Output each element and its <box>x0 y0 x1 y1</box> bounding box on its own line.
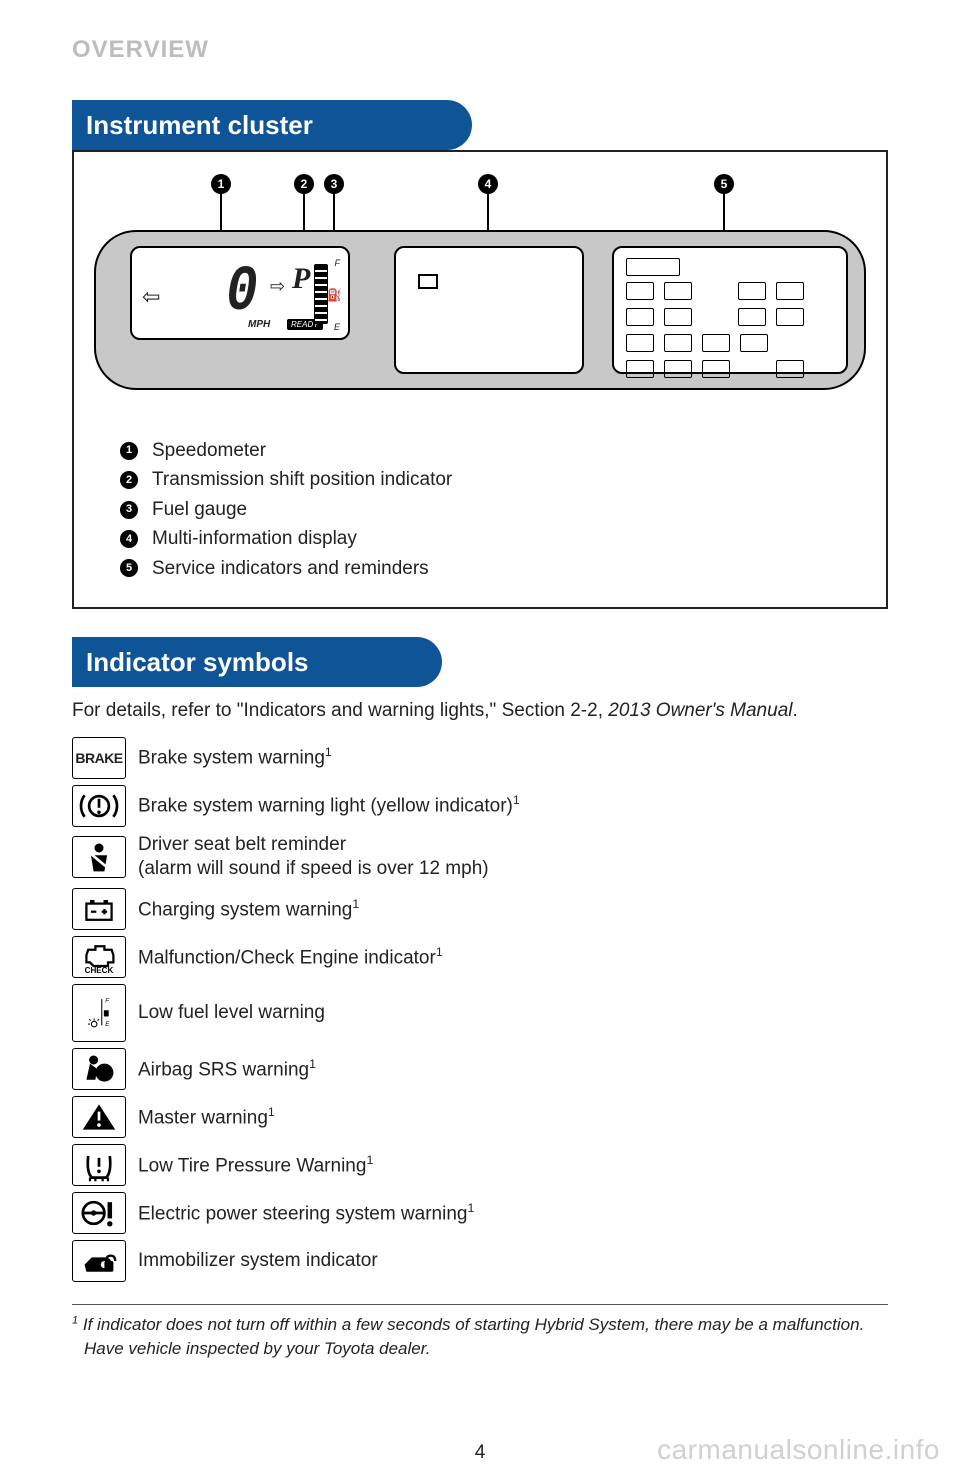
brake-text-icon: BRAKE <box>72 737 126 779</box>
seatbelt-icon <box>72 836 126 878</box>
brake-circle-icon <box>72 785 126 827</box>
section-title-text: Indicator symbols <box>72 637 888 687</box>
legend-num: 4 <box>120 530 138 548</box>
overview-heading: OVERVIEW <box>72 36 888 64</box>
legend-row: 2 Transmission shift position indicator <box>120 465 866 494</box>
legend-label: Fuel gauge <box>152 495 247 524</box>
battery-icon <box>72 888 126 930</box>
service-indicators-lcd <box>612 246 848 374</box>
callout-num: 5 <box>714 174 734 194</box>
callout-1: 1 <box>211 174 231 232</box>
indicator-label: Brake system warning light (yellow indic… <box>138 792 520 819</box>
indicator-row: Electric power steering system warning1 <box>72 1192 888 1234</box>
callout-num: 4 <box>478 174 498 194</box>
callout-3: 3 <box>324 174 344 232</box>
instrument-cluster-figure: 12345 ⇦ 0 MPH ⇨ P READY F E ⛽ <box>72 150 888 609</box>
legend-label: Service indicators and reminders <box>152 554 429 583</box>
indicator-label: Driver seat belt reminder(alarm will sou… <box>138 833 489 882</box>
indicator-row: CHECK Malfunction/Check Engine indicator1 <box>72 936 888 978</box>
indicator-row: Driver seat belt reminder(alarm will sou… <box>72 833 888 882</box>
indicator-label: Charging system warning1 <box>138 896 359 923</box>
callout-num: 1 <box>211 174 231 194</box>
indicator-reference-text: For details, refer to "Indicators and wa… <box>72 697 888 725</box>
indicator-row: Low Tire Pressure Warning1 <box>72 1144 888 1186</box>
indicator-row: Charging system warning1 <box>72 888 888 930</box>
check-engine-icon: CHECK <box>72 936 126 978</box>
legend-row: 1 Speedometer <box>120 436 866 465</box>
svg-text:F: F <box>105 998 110 1005</box>
shift-position: P <box>292 262 310 296</box>
tpms-icon <box>72 1144 126 1186</box>
watermark: carmanualsonline.info <box>657 1434 940 1466</box>
cluster-diagram: 12345 ⇦ 0 MPH ⇨ P READY F E ⛽ <box>94 174 866 412</box>
legend-num: 1 <box>120 442 138 460</box>
svg-text:CHECK: CHECK <box>85 966 114 975</box>
footnote-divider <box>72 1304 888 1305</box>
section-indicator-symbols: Indicator symbols <box>72 637 888 687</box>
indicator-row: FELow fuel level warning <box>72 984 888 1042</box>
legend-num: 5 <box>120 559 138 577</box>
legend-label: Transmission shift position indicator <box>152 465 452 494</box>
indicator-label: Low Tire Pressure Warning1 <box>138 1152 373 1179</box>
speedometer-lcd: ⇦ 0 MPH ⇨ P READY F E ⛽ <box>130 246 350 340</box>
legend-label: Multi-information display <box>152 524 357 553</box>
indicator-row: Airbag SRS warning1 <box>72 1048 888 1090</box>
footnote: 1 If indicator does not turn off within … <box>72 1313 888 1361</box>
indicator-row: Master warning1 <box>72 1096 888 1138</box>
indicator-label: Master warning1 <box>138 1104 275 1131</box>
callout-num: 3 <box>324 174 344 194</box>
indicator-label: Electric power steering system warning1 <box>138 1200 474 1227</box>
legend-row: 5 Service indicators and reminders <box>120 554 866 583</box>
callout-5: 5 <box>714 174 734 232</box>
indicator-row: BRAKE Brake system warning1 <box>72 737 888 779</box>
indicator-label: Low fuel level warning <box>138 1001 325 1026</box>
callout-2: 2 <box>294 174 314 232</box>
indicator-label: Brake system warning1 <box>138 744 332 771</box>
dashboard-panel: ⇦ 0 MPH ⇨ P READY F E ⛽ <box>94 230 866 390</box>
indicator-label: Airbag SRS warning1 <box>138 1056 316 1083</box>
indicator-row: Brake system warning light (yellow indic… <box>72 785 888 827</box>
airbag-icon <box>72 1048 126 1090</box>
indicator-label: Immobilizer system indicator <box>138 1249 378 1274</box>
low-fuel-icon: FE <box>72 984 126 1042</box>
legend-row: 3 Fuel gauge <box>120 495 866 524</box>
master-icon <box>72 1096 126 1138</box>
turn-right-icon: ⇨ <box>270 276 285 297</box>
fuel-gauge-icon: F E ⛽ <box>314 258 340 332</box>
section-title-text: Instrument cluster <box>72 100 888 150</box>
svg-text:E: E <box>105 1021 110 1028</box>
eps-icon <box>72 1192 126 1234</box>
indicator-row: Immobilizer system indicator <box>72 1240 888 1282</box>
indicator-label: Malfunction/Check Engine indicator1 <box>138 944 443 971</box>
multi-info-lcd <box>394 246 584 374</box>
immobilizer-icon <box>72 1240 126 1282</box>
cluster-legend: 1 Speedometer 2 Transmission shift position… <box>94 436 866 583</box>
section-instrument-cluster: Instrument cluster <box>72 100 888 150</box>
callout-4: 4 <box>478 174 498 232</box>
legend-num: 2 <box>120 471 138 489</box>
indicator-list: BRAKE Brake system warning1 Brake system w… <box>72 737 888 1282</box>
callout-num: 2 <box>294 174 314 194</box>
turn-left-icon: ⇦ <box>142 284 160 310</box>
legend-label: Speedometer <box>152 436 266 465</box>
legend-row: 4 Multi-information display <box>120 524 866 553</box>
mph-label: MPH <box>248 319 270 330</box>
legend-num: 3 <box>120 501 138 519</box>
